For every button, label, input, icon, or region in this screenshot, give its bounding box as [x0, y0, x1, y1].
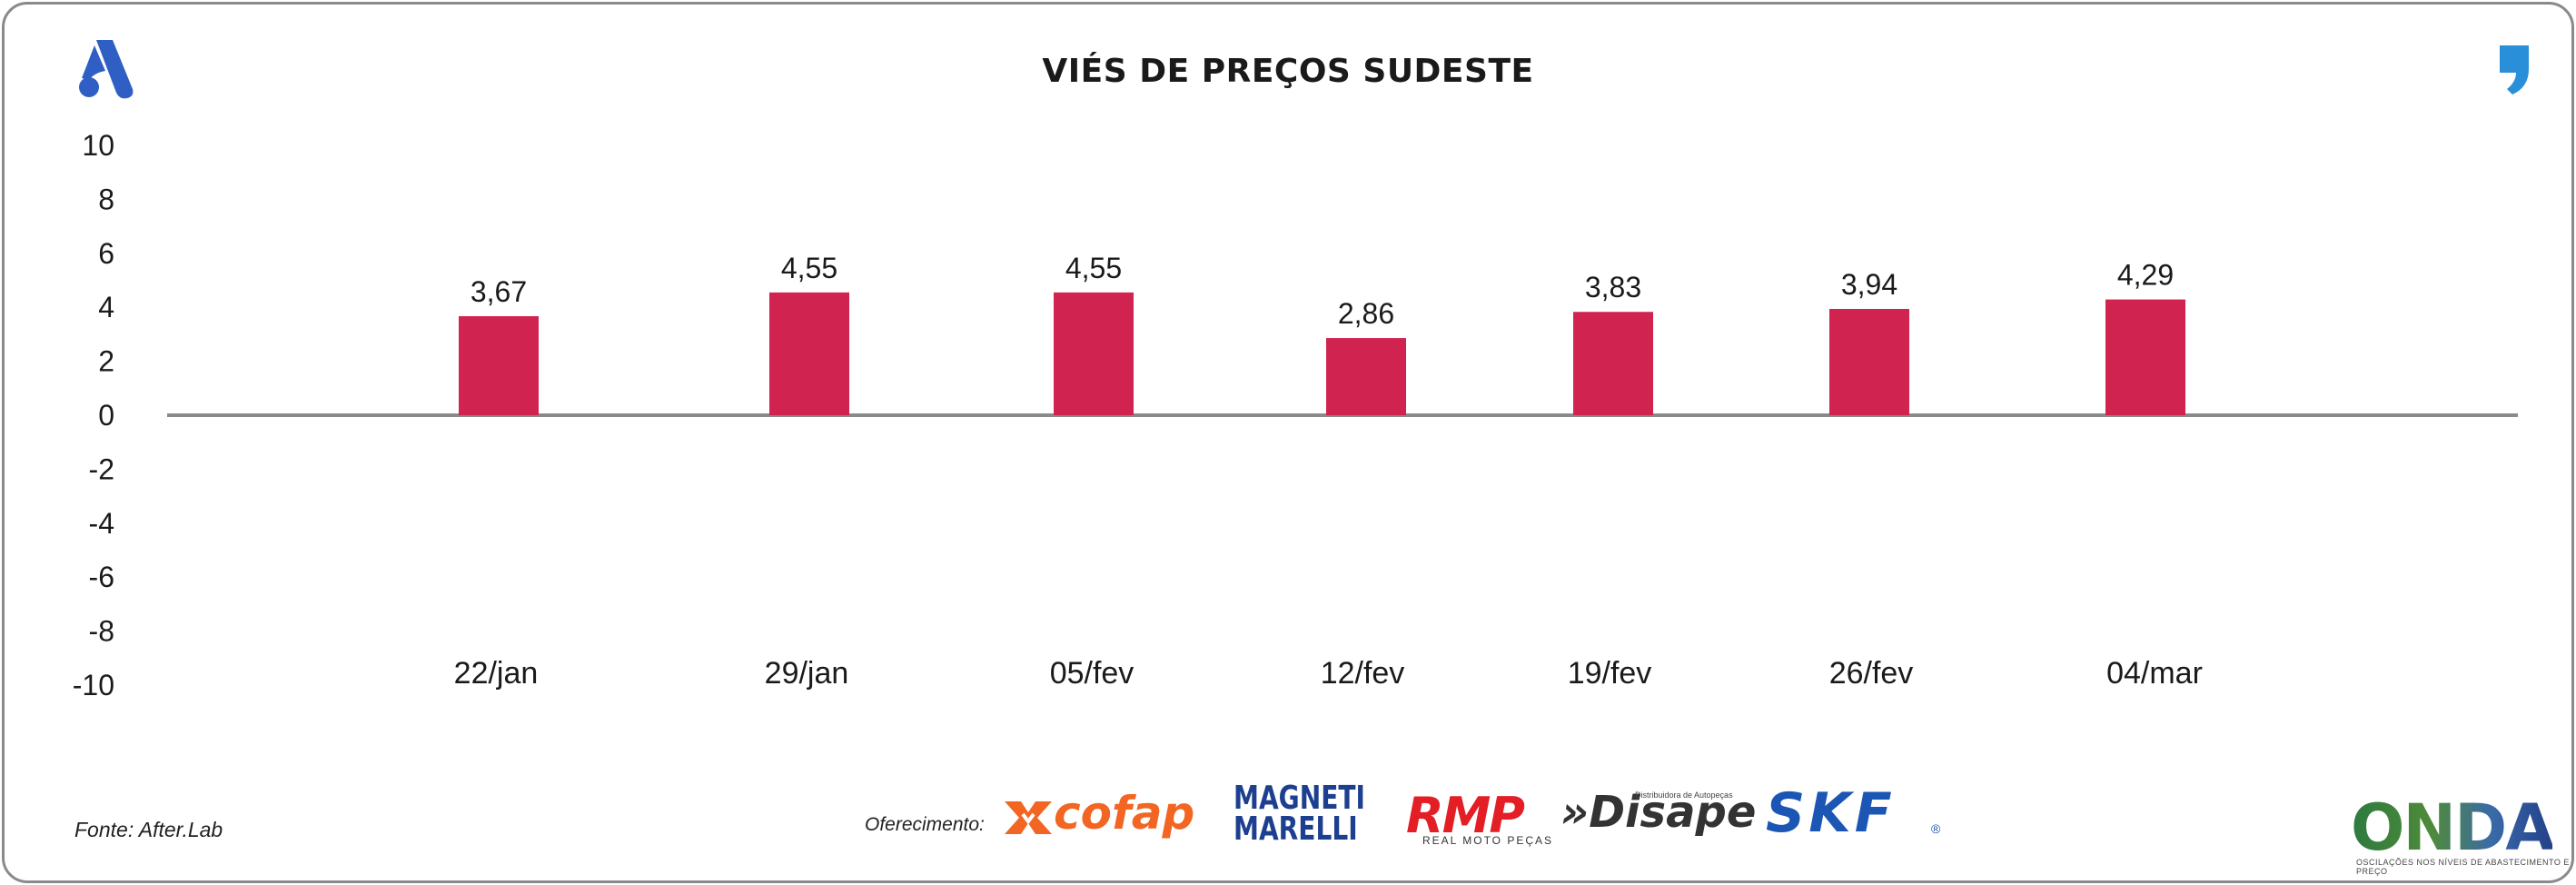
bar-12/fev	[1326, 338, 1406, 415]
y-tick-label: 6	[98, 237, 114, 270]
sponsor-skf-registered: ®	[1931, 821, 1941, 836]
bar-04/mar	[2105, 299, 2185, 415]
sponsor-magneti-marelli: MAGNETI MARELLI	[1234, 780, 1366, 848]
sponsor-skf: SKF	[1766, 781, 1896, 845]
x-category-label: 29/jan	[765, 656, 849, 691]
y-tick-label: 2	[98, 345, 114, 378]
bar-29/jan	[769, 292, 849, 415]
chart-title: VIÉS DE PREÇOS SUDESTE	[1042, 53, 1534, 90]
sponsor-disape-subtitle: Distribuidora de Autopeças	[1635, 791, 1733, 800]
quote-icon	[2500, 45, 2529, 94]
source-note: Fonte: After.Lab	[74, 818, 223, 841]
sponsor-rmp-subtitle: REAL MOTO PEÇAS	[1422, 834, 1554, 847]
y-tick-label: 8	[98, 183, 114, 215]
cofap-logo-icon	[1005, 801, 1052, 834]
after-lab-logo-icon	[79, 40, 134, 99]
data-label: 2,86	[1338, 297, 1394, 330]
bar-chart: 10 8 6 4 2 0 -2 -4 -6 -8 -10 3,67 4,55 4,55 2,86 3,83 3…	[73, 129, 2518, 701]
x-category-label: 12/fev	[1321, 656, 1405, 691]
x-category-label: 19/fev	[1568, 656, 1652, 691]
y-tick-label: -2	[89, 452, 114, 485]
y-tick-label: -4	[89, 507, 114, 540]
onda-logo: ONDA	[2351, 791, 2554, 865]
magneti-line: MAGNETI	[1234, 780, 1366, 817]
data-label: 3,67	[471, 275, 527, 308]
y-tick-label: 0	[98, 399, 114, 432]
data-label: 4,29	[2117, 259, 2174, 292]
sponsor-rmp: RMP	[1406, 787, 1525, 844]
bar-26/fev	[1829, 308, 1909, 415]
x-category-label: 04/mar	[2106, 656, 2203, 691]
x-category-label: 05/fev	[1050, 656, 1134, 691]
marelli-line: MARELLI	[1234, 810, 1358, 848]
bar-22/jan	[459, 316, 539, 415]
data-label: 4,55	[781, 252, 837, 284]
x-category-label: 26/fev	[1829, 656, 1914, 691]
sponsor-disape: »Disape	[1560, 787, 1757, 838]
data-label: 3,83	[1585, 271, 1641, 303]
y-tick-label: -10	[73, 669, 114, 701]
data-label: 3,94	[1841, 268, 1897, 301]
data-label: 4,55	[1065, 252, 1122, 284]
onda-subtitle: OSCILAÇÕES NOS NÍVEIS DE ABASTECIMENTO E…	[2356, 858, 2570, 876]
bar-19/fev	[1573, 312, 1653, 415]
y-tick-label: -8	[89, 615, 114, 648]
sponsor-label: Oferecimento:	[865, 814, 985, 835]
bar-05/fev	[1054, 292, 1134, 415]
x-category-label: 22/jan	[454, 656, 539, 691]
y-tick-label: -6	[89, 561, 114, 593]
sponsor-cofap: cofap	[1054, 787, 1195, 840]
y-tick-label: 4	[98, 291, 114, 323]
y-tick-label: 10	[82, 129, 114, 162]
